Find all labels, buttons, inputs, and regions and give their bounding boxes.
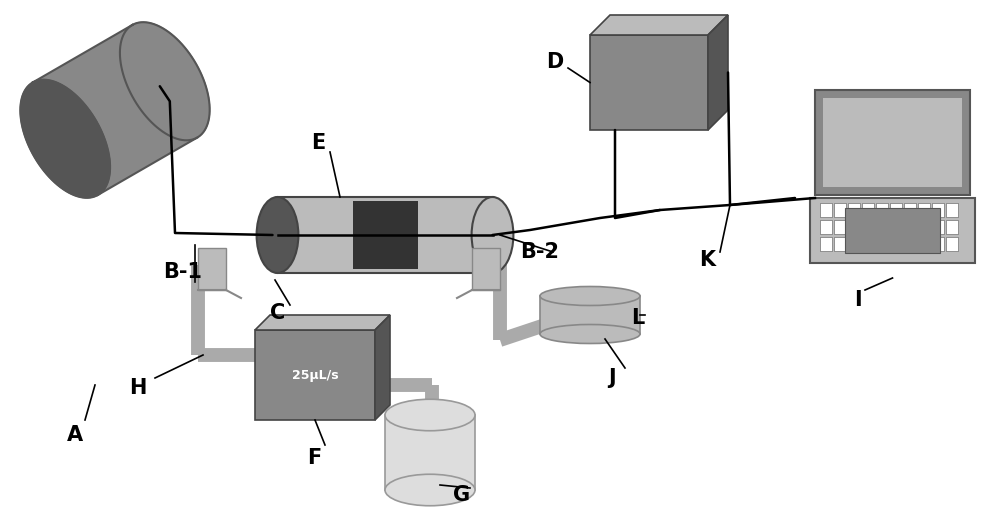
Polygon shape	[278, 197, 492, 273]
Polygon shape	[385, 415, 475, 490]
Polygon shape	[946, 203, 958, 217]
Polygon shape	[834, 237, 846, 251]
Ellipse shape	[540, 287, 640, 306]
Polygon shape	[590, 15, 728, 35]
Polygon shape	[862, 220, 874, 234]
Polygon shape	[848, 220, 860, 234]
Polygon shape	[352, 201, 418, 269]
Polygon shape	[904, 220, 916, 234]
Text: 25μL/s: 25μL/s	[292, 368, 338, 382]
Text: D: D	[546, 52, 564, 72]
Polygon shape	[946, 220, 958, 234]
Text: F: F	[307, 448, 321, 468]
Polygon shape	[472, 248, 500, 290]
Polygon shape	[904, 203, 916, 217]
Polygon shape	[820, 203, 832, 217]
Text: I: I	[854, 290, 862, 310]
Polygon shape	[120, 22, 210, 140]
Polygon shape	[890, 203, 902, 217]
Polygon shape	[820, 220, 832, 234]
Polygon shape	[810, 198, 975, 263]
Text: B-2: B-2	[520, 242, 560, 262]
Text: J: J	[608, 368, 616, 388]
Polygon shape	[848, 237, 860, 251]
Polygon shape	[815, 90, 970, 195]
Polygon shape	[845, 208, 940, 253]
Ellipse shape	[540, 325, 640, 344]
Polygon shape	[876, 237, 888, 251]
Polygon shape	[848, 203, 860, 217]
Text: H: H	[129, 378, 147, 398]
Text: E: E	[311, 133, 325, 153]
Polygon shape	[876, 220, 888, 234]
Text: L: L	[631, 308, 645, 328]
Polygon shape	[823, 98, 962, 187]
Polygon shape	[904, 237, 916, 251]
Polygon shape	[932, 203, 944, 217]
Text: K: K	[699, 250, 715, 270]
Polygon shape	[834, 203, 846, 217]
Ellipse shape	[385, 474, 475, 506]
Polygon shape	[918, 237, 930, 251]
Text: C: C	[270, 303, 286, 323]
Text: G: G	[453, 485, 471, 505]
Polygon shape	[890, 220, 902, 234]
Ellipse shape	[385, 399, 475, 431]
Polygon shape	[255, 330, 375, 420]
Polygon shape	[33, 25, 197, 195]
Polygon shape	[918, 203, 930, 217]
Polygon shape	[375, 315, 390, 420]
Polygon shape	[918, 220, 930, 234]
Polygon shape	[890, 237, 902, 251]
Polygon shape	[708, 15, 728, 130]
Polygon shape	[20, 80, 110, 198]
Ellipse shape	[257, 197, 298, 273]
Polygon shape	[198, 248, 226, 290]
Polygon shape	[590, 35, 708, 130]
Polygon shape	[946, 237, 958, 251]
Polygon shape	[834, 220, 846, 234]
Text: A: A	[67, 425, 83, 445]
Text: B-1: B-1	[164, 262, 202, 282]
Polygon shape	[255, 315, 390, 330]
Polygon shape	[932, 220, 944, 234]
Polygon shape	[876, 203, 888, 217]
Polygon shape	[540, 296, 640, 334]
Ellipse shape	[472, 197, 513, 273]
Polygon shape	[862, 237, 874, 251]
Polygon shape	[820, 237, 832, 251]
Polygon shape	[862, 203, 874, 217]
Polygon shape	[932, 237, 944, 251]
